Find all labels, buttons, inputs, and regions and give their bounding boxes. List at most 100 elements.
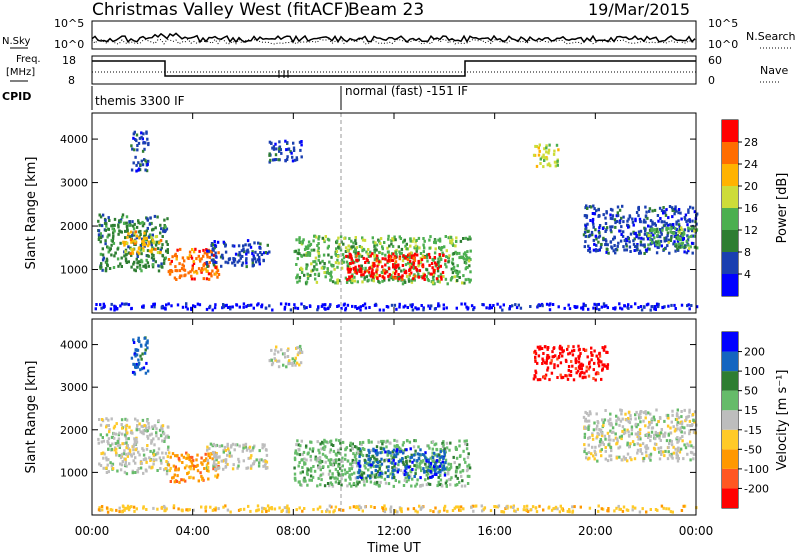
scatter-cell xyxy=(664,213,668,217)
scatter-cell xyxy=(136,144,139,147)
scatter-cell xyxy=(369,463,373,467)
scatter-cell xyxy=(623,248,626,252)
scatter-cell xyxy=(335,250,339,253)
scatter-cell xyxy=(644,412,648,416)
scatter-cell xyxy=(351,464,354,468)
scatter-cell xyxy=(102,439,105,443)
scatter-cell xyxy=(317,237,320,241)
scatter-cell xyxy=(143,234,146,238)
scatter-cell xyxy=(132,224,135,228)
scatter-cell xyxy=(410,455,414,459)
scatter-cell xyxy=(406,507,410,511)
scatter-cell xyxy=(172,506,176,510)
scatter-cell xyxy=(145,460,148,464)
scatter-cell xyxy=(330,275,333,279)
scatter-cell xyxy=(676,421,679,425)
scatter-cell xyxy=(166,248,169,252)
scatter-cell xyxy=(534,359,537,363)
scatter-cell xyxy=(99,232,102,236)
scatter-cell xyxy=(653,236,656,240)
scatter-cell xyxy=(147,235,150,239)
scatter-cell xyxy=(662,433,665,437)
scatter-cell xyxy=(534,506,538,510)
scatter-cell xyxy=(470,304,474,308)
scatter-cell xyxy=(438,483,441,486)
scatter-cell xyxy=(123,433,127,437)
scatter-cell xyxy=(542,359,545,363)
scatter-cell xyxy=(393,235,396,239)
scatter-cell xyxy=(353,471,356,475)
scatter-cell xyxy=(406,258,410,261)
scatter-cell xyxy=(590,346,593,350)
scatter-cell xyxy=(417,264,420,268)
scatter-cell xyxy=(394,266,398,270)
scatter-cell xyxy=(455,456,459,460)
scatter-cell xyxy=(212,253,216,257)
scatter-cell xyxy=(142,506,145,510)
scatter-cell xyxy=(464,261,468,265)
scatter-cell xyxy=(301,509,304,513)
scatter-cell xyxy=(543,375,546,378)
scatter-cell xyxy=(166,448,170,451)
scatter-cell xyxy=(102,256,105,260)
scatter-cell xyxy=(373,473,376,477)
scatter-cell xyxy=(298,240,301,244)
scatter-cell xyxy=(335,458,338,462)
scatter-cell xyxy=(158,456,162,460)
scatter-cell xyxy=(433,240,436,244)
scatter-cell xyxy=(378,250,381,254)
scatter-cell xyxy=(430,304,433,308)
scatter-cell xyxy=(301,470,304,474)
scatter-cell xyxy=(609,438,612,442)
scatter-cell xyxy=(238,259,241,263)
scatter-cell xyxy=(541,357,544,361)
scatter-cell xyxy=(135,163,138,167)
scatter-cell xyxy=(441,466,444,470)
scatter-cell xyxy=(371,275,375,279)
scatter-cell xyxy=(324,460,327,464)
scatter-cell xyxy=(444,235,447,238)
scatter-cell xyxy=(181,461,184,464)
scatter-cell xyxy=(688,424,692,428)
scatter-cell xyxy=(553,160,557,164)
scatter-cell xyxy=(191,455,194,459)
scatter-cell xyxy=(414,468,417,472)
scatter-cell xyxy=(568,510,571,514)
scatter-cell xyxy=(400,275,403,279)
scatter-cell xyxy=(599,438,602,441)
scatter-cell xyxy=(609,228,612,232)
scatter-cell xyxy=(260,303,264,307)
colorbar-swatch xyxy=(722,186,738,208)
scatter-cell xyxy=(369,505,373,509)
scatter-cell xyxy=(143,243,147,247)
scatter-cell xyxy=(584,425,587,429)
scatter-cell xyxy=(157,437,160,441)
scatter-cell xyxy=(668,439,672,443)
scatter-cell xyxy=(206,448,209,452)
scatter-cell xyxy=(146,162,149,166)
scatter-cell xyxy=(629,442,632,446)
scatter-cell xyxy=(197,267,201,271)
scatter-cell xyxy=(133,352,136,356)
scatter-cell xyxy=(205,457,208,461)
scatter-cell xyxy=(335,247,338,251)
scatter-cell xyxy=(585,204,588,208)
scatter-cell xyxy=(117,433,120,437)
scatter-cell xyxy=(669,510,673,514)
scatter-cell xyxy=(114,251,117,255)
scatter-cell xyxy=(311,268,315,272)
scatter-cell xyxy=(644,450,648,454)
scatter-cell xyxy=(244,243,247,247)
scatter-cell xyxy=(352,505,356,509)
scatter-cell xyxy=(134,241,137,245)
scatter-cell xyxy=(632,223,635,227)
scatter-cell xyxy=(675,451,678,455)
nsky-tick-bottom: 10^0 xyxy=(54,38,84,51)
scatter-cell xyxy=(413,458,416,462)
scatter-cell xyxy=(296,353,300,357)
scatter-cell xyxy=(355,258,358,262)
scatter-cell xyxy=(443,454,447,458)
scatter-cell xyxy=(391,472,395,476)
scatter-cell xyxy=(293,458,297,462)
scatter-cell xyxy=(679,426,682,430)
